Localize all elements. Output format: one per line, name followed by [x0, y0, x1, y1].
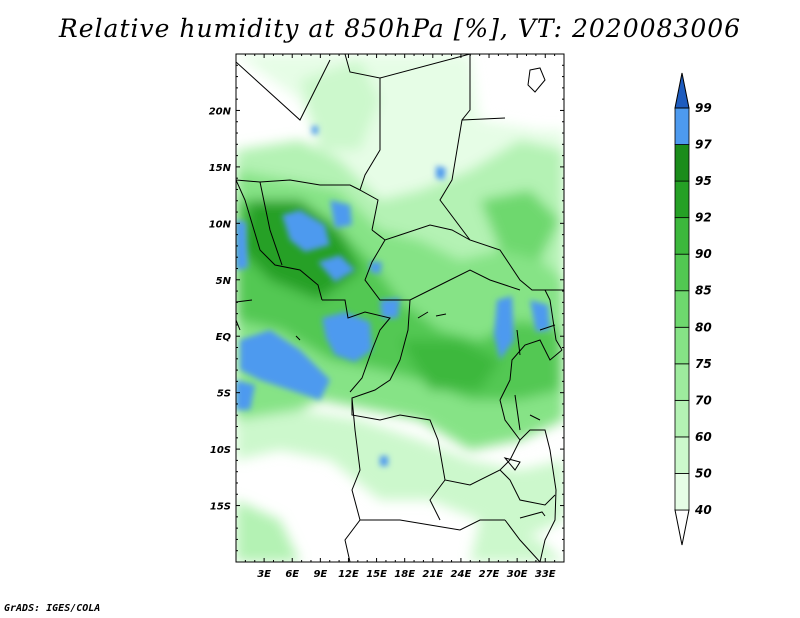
lon-tick-label: 33E	[535, 569, 556, 580]
colorbar-segment	[674, 180, 690, 219]
axis-ticks	[235, 53, 565, 563]
lat-tick-label: 10N	[209, 219, 232, 230]
colorbar-segment	[674, 217, 690, 255]
colorbar-label: 80	[695, 320, 712, 334]
lat-tick-label: 5S	[217, 389, 231, 400]
lon-tick-label: 27E	[479, 569, 500, 580]
colorbar-low-arrow	[674, 509, 690, 546]
colorbar-segment	[674, 144, 690, 182]
colorbar-label: 50	[695, 466, 712, 480]
lon-tick-label: 18E	[394, 569, 415, 580]
lon-tick-label: 15E	[366, 569, 387, 580]
lon-tick-label: 24E	[451, 569, 472, 580]
grads-credit: GrADS: IGES/COLA	[4, 603, 101, 614]
colorbar-label: 97	[695, 138, 712, 152]
lat-tick-label: 10S	[210, 445, 231, 456]
humidity-field	[236, 54, 564, 562]
colorbar-segment	[674, 253, 690, 292]
lon-tick-label: 6E	[285, 569, 299, 580]
lon-tick-label: 30E	[507, 569, 528, 580]
plot-frame	[235, 53, 565, 563]
colorbar-segment	[674, 290, 690, 328]
lat-tick-label: 15N	[209, 163, 232, 174]
colorbar-label: 70	[695, 393, 712, 407]
colorbar-label: 92	[695, 211, 712, 225]
colorbar-segment	[674, 107, 690, 145]
colorbar-segment	[674, 436, 690, 474]
colorbar-segment	[674, 363, 690, 401]
colorbar-high-arrow	[674, 72, 690, 109]
colorbar-label: 75	[695, 357, 712, 371]
colorbar-label: 90	[695, 247, 712, 261]
colorbar-label: 99	[695, 101, 712, 115]
map-title: Relative humidity at 850hPa [%], VT: 202…	[58, 14, 742, 43]
lat-tick-label: 15S	[210, 502, 231, 513]
lat-tick-label: 5N	[216, 276, 232, 287]
lon-tick-label: 21E	[422, 569, 443, 580]
axis-labels: 3E 6E 9E 12E 15E 18E 21E 24E 27E 30E 33E 20N 15N 10N 5…	[209, 106, 556, 580]
colorbar-segment	[674, 473, 690, 511]
lat-tick-label: EQ	[216, 332, 232, 343]
colorbar-segment	[674, 326, 690, 365]
colorbar-segment	[674, 399, 690, 438]
colorbar-label: 60	[695, 430, 712, 444]
colorbar-label: 40	[694, 503, 712, 517]
colorbar-label: 95	[695, 174, 712, 188]
country-borders	[236, 54, 564, 562]
colorbar: 40 50 60 70 75 80 85 90 92 95 97 99	[674, 72, 712, 546]
lon-tick-label: 3E	[257, 569, 271, 580]
colorbar-label: 85	[695, 284, 712, 298]
lat-tick-label: 20N	[209, 106, 232, 117]
lon-tick-label: 12E	[338, 569, 359, 580]
lon-tick-label: 9E	[313, 569, 327, 580]
